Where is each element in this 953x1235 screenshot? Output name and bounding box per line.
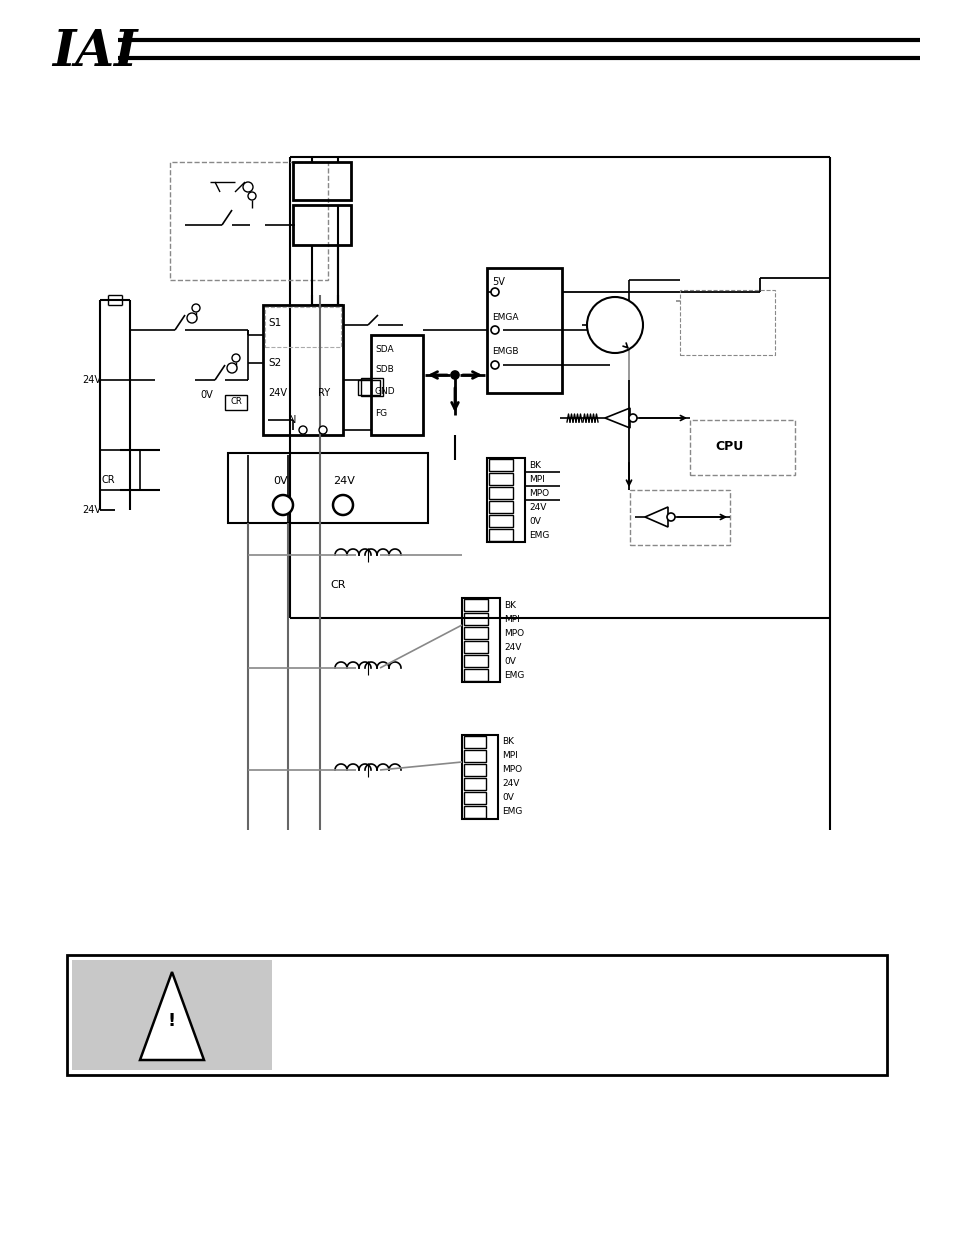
- Bar: [489, 501, 513, 513]
- Bar: [489, 529, 513, 541]
- Circle shape: [491, 326, 498, 333]
- Text: MPO: MPO: [503, 629, 523, 637]
- Text: 24V: 24V: [501, 779, 518, 788]
- Text: S1: S1: [268, 317, 281, 329]
- Bar: [360, 378, 382, 396]
- Text: MPI: MPI: [529, 474, 544, 483]
- Circle shape: [187, 312, 196, 324]
- Bar: [463, 750, 485, 762]
- Bar: [228, 453, 428, 522]
- Text: 5V: 5V: [492, 277, 504, 287]
- Bar: [689, 420, 794, 475]
- Text: IAI: IAI: [52, 27, 137, 77]
- Bar: [463, 792, 485, 804]
- Text: EMG: EMG: [503, 671, 524, 679]
- Bar: [489, 487, 513, 499]
- Text: SDA: SDA: [375, 345, 394, 353]
- Circle shape: [248, 191, 255, 200]
- Text: 0V: 0V: [200, 390, 213, 400]
- Text: MPI: MPI: [503, 615, 519, 624]
- Text: BK: BK: [503, 600, 516, 610]
- Bar: [461, 735, 497, 819]
- Text: EMG: EMG: [501, 808, 522, 816]
- Text: MPO: MPO: [529, 489, 549, 498]
- Bar: [170, 162, 328, 280]
- Text: FG: FG: [375, 409, 387, 417]
- Circle shape: [333, 495, 353, 515]
- Bar: [463, 641, 488, 653]
- Bar: [263, 305, 343, 435]
- Bar: [629, 490, 729, 545]
- Circle shape: [232, 354, 240, 362]
- Bar: [489, 473, 513, 485]
- Circle shape: [491, 361, 498, 369]
- Text: RY: RY: [317, 388, 330, 398]
- Text: CR: CR: [101, 475, 114, 485]
- Circle shape: [451, 370, 458, 379]
- Text: GND: GND: [375, 387, 395, 395]
- Text: !: !: [168, 1011, 176, 1030]
- Text: SDB: SDB: [375, 366, 394, 374]
- Text: 0V: 0V: [503, 657, 516, 666]
- Text: MPI: MPI: [501, 752, 517, 761]
- Text: 0V: 0V: [529, 516, 540, 526]
- Bar: [371, 335, 422, 435]
- Text: 24V: 24V: [333, 475, 355, 487]
- Bar: [461, 598, 499, 682]
- Bar: [293, 205, 351, 245]
- Text: 24V: 24V: [82, 505, 101, 515]
- Text: S2: S2: [268, 358, 281, 368]
- Bar: [486, 458, 524, 542]
- Bar: [67, 955, 886, 1074]
- Circle shape: [491, 288, 498, 296]
- Bar: [463, 655, 488, 667]
- Bar: [293, 162, 351, 200]
- Bar: [463, 599, 488, 611]
- Polygon shape: [604, 408, 629, 429]
- Bar: [463, 613, 488, 625]
- Circle shape: [666, 513, 675, 521]
- Bar: [463, 669, 488, 680]
- Text: N: N: [289, 415, 296, 425]
- Circle shape: [298, 426, 307, 433]
- Bar: [486, 268, 561, 393]
- Polygon shape: [644, 508, 667, 527]
- Text: CR: CR: [230, 398, 242, 406]
- Text: CR: CR: [330, 580, 345, 590]
- Text: 24V: 24V: [529, 503, 546, 511]
- Bar: [357, 380, 379, 395]
- Bar: [489, 459, 513, 471]
- Bar: [489, 515, 513, 527]
- Text: CPU: CPU: [715, 441, 743, 453]
- Bar: [463, 778, 485, 790]
- Circle shape: [586, 296, 642, 353]
- Text: 24V: 24V: [503, 642, 521, 652]
- Bar: [225, 395, 247, 410]
- Text: EMGA: EMGA: [492, 314, 518, 322]
- Text: 24V: 24V: [268, 388, 287, 398]
- Text: EMGB: EMGB: [492, 347, 518, 357]
- Bar: [71, 960, 272, 1070]
- Bar: [463, 627, 488, 638]
- Bar: [265, 308, 340, 347]
- Text: BK: BK: [529, 461, 540, 469]
- Text: 0V: 0V: [501, 794, 514, 803]
- Text: 24V: 24V: [82, 375, 101, 385]
- Text: EMG: EMG: [529, 531, 549, 540]
- Bar: [679, 290, 774, 354]
- Text: 0V: 0V: [273, 475, 287, 487]
- Circle shape: [628, 414, 637, 422]
- Bar: [463, 806, 485, 818]
- Text: MPO: MPO: [501, 766, 521, 774]
- Text: BK: BK: [501, 737, 514, 746]
- Polygon shape: [140, 972, 204, 1060]
- Circle shape: [192, 304, 200, 312]
- Bar: [463, 764, 485, 776]
- Circle shape: [227, 363, 236, 373]
- Circle shape: [273, 495, 293, 515]
- Bar: [463, 736, 485, 748]
- Circle shape: [318, 426, 327, 433]
- Circle shape: [243, 182, 253, 191]
